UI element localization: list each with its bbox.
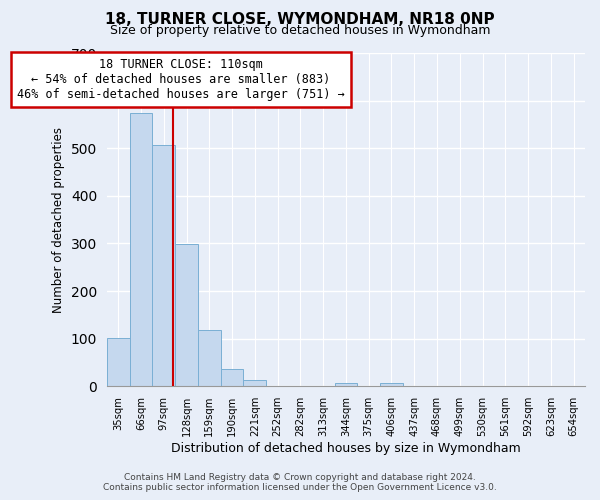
Text: 18 TURNER CLOSE: 110sqm
← 54% of detached houses are smaller (883)
46% of semi-d: 18 TURNER CLOSE: 110sqm ← 54% of detache…: [17, 58, 345, 101]
Bar: [107, 338, 130, 386]
Text: 18, TURNER CLOSE, WYMONDHAM, NR18 0NP: 18, TURNER CLOSE, WYMONDHAM, NR18 0NP: [105, 12, 495, 28]
X-axis label: Distribution of detached houses by size in Wymondham: Distribution of detached houses by size …: [171, 442, 521, 455]
Bar: [152, 145, 175, 386]
Bar: [335, 383, 357, 386]
Bar: [198, 330, 221, 386]
Bar: [221, 368, 244, 386]
Bar: [380, 383, 403, 386]
Bar: [175, 244, 198, 386]
Text: Size of property relative to detached houses in Wymondham: Size of property relative to detached ho…: [110, 24, 490, 37]
Text: Contains HM Land Registry data © Crown copyright and database right 2024.
Contai: Contains HM Land Registry data © Crown c…: [103, 473, 497, 492]
Y-axis label: Number of detached properties: Number of detached properties: [52, 126, 65, 312]
Bar: [244, 380, 266, 386]
Bar: [130, 112, 152, 386]
